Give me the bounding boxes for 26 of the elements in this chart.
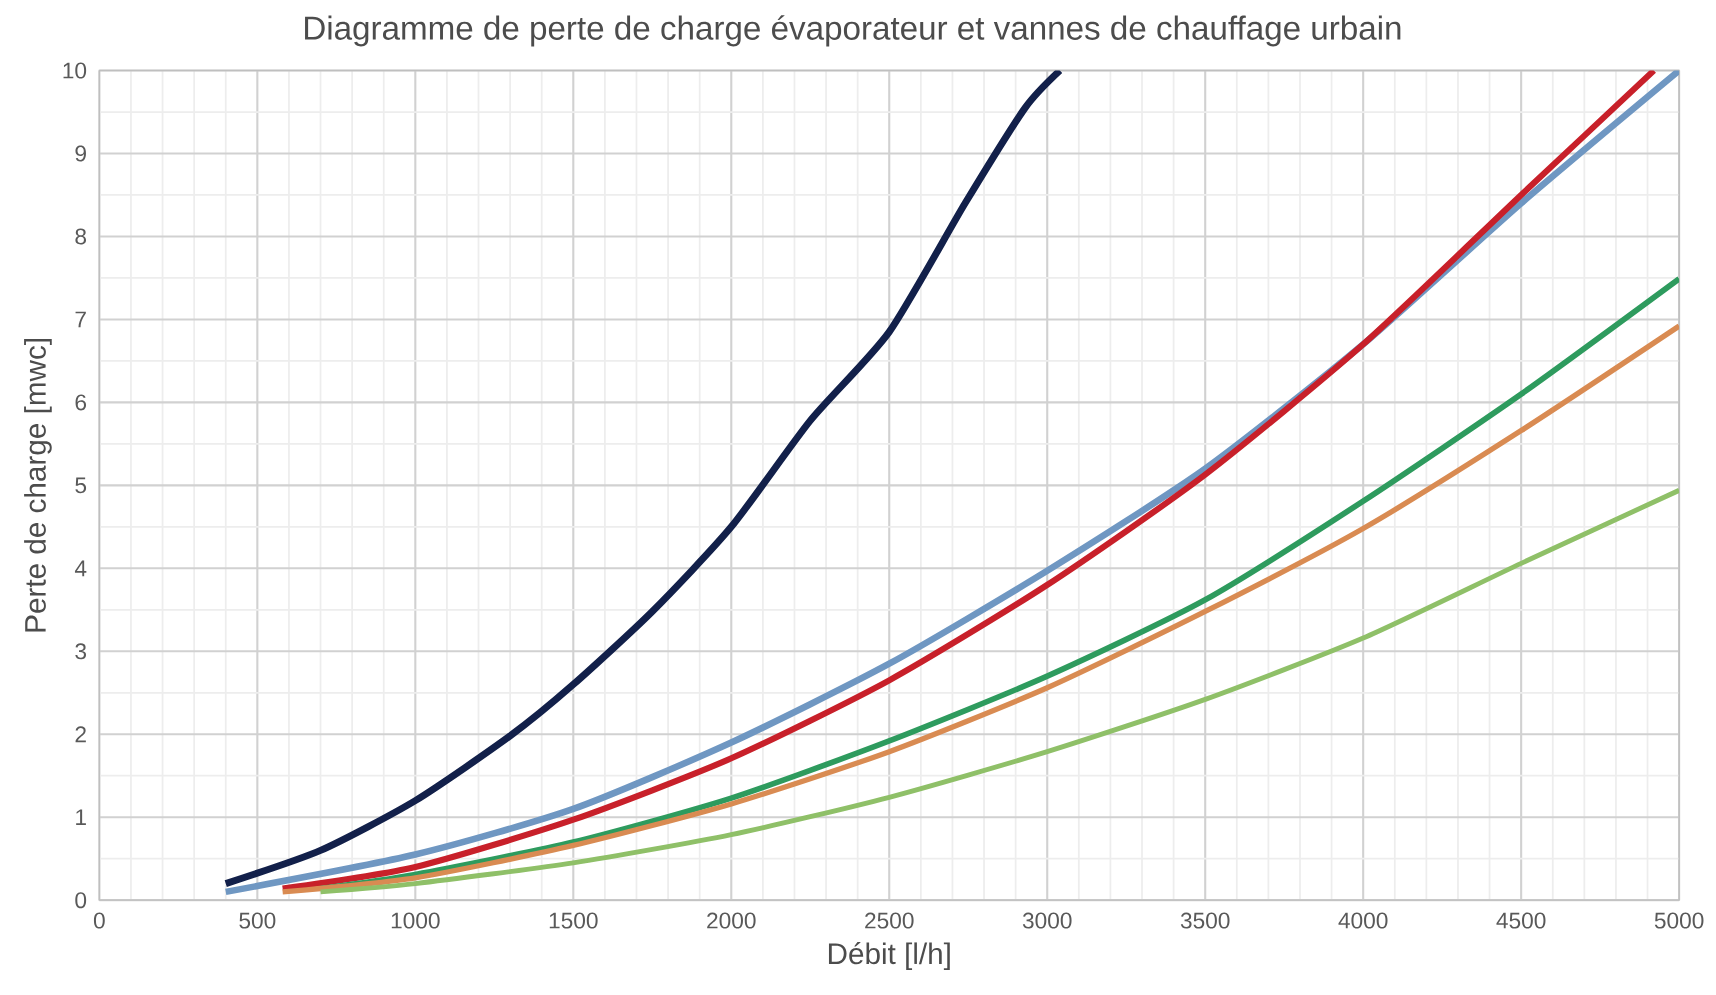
y-tick-label: 2 <box>75 726 86 743</box>
y-tick-label: 4 <box>74 560 87 577</box>
x-tick-label: 0 <box>93 912 105 929</box>
x-tick-label: 4500 <box>1496 912 1546 929</box>
y-tick-label: 3 <box>75 643 87 660</box>
x-tick-label: 2500 <box>865 912 914 929</box>
chart-title: Diagramme de perte de charge évaporateur et vannes de chauffage urbain <box>305 15 1401 47</box>
y-tick-label: 0 <box>75 892 87 909</box>
y-tick-label: 1 <box>76 809 86 826</box>
y-tick-label: 8 <box>75 228 87 245</box>
x-tick-label: 4000 <box>1338 912 1388 929</box>
x-tick-label: 500 <box>239 912 276 929</box>
x-tick-label: 3000 <box>1022 912 1072 929</box>
y-axis-title: Perte de charge [mwc] <box>24 339 52 632</box>
x-tick-label: 3500 <box>1180 912 1230 929</box>
line-series <box>318 488 1680 895</box>
x-tick-label: 2000 <box>707 912 756 929</box>
x-tick-label: 5000 <box>1654 912 1704 929</box>
x-tick-label: 1500 <box>549 912 598 929</box>
y-tick-label: 6 <box>75 394 87 411</box>
y-tick-label: 10 <box>63 62 87 79</box>
y-tick-label: 9 <box>75 145 86 162</box>
y-tick-label: 7 <box>75 311 86 328</box>
x-tick-label: 1000 <box>391 912 440 929</box>
x-axis-title: Débit [l/h] <box>828 942 950 971</box>
y-tick-label: 5 <box>75 477 87 494</box>
